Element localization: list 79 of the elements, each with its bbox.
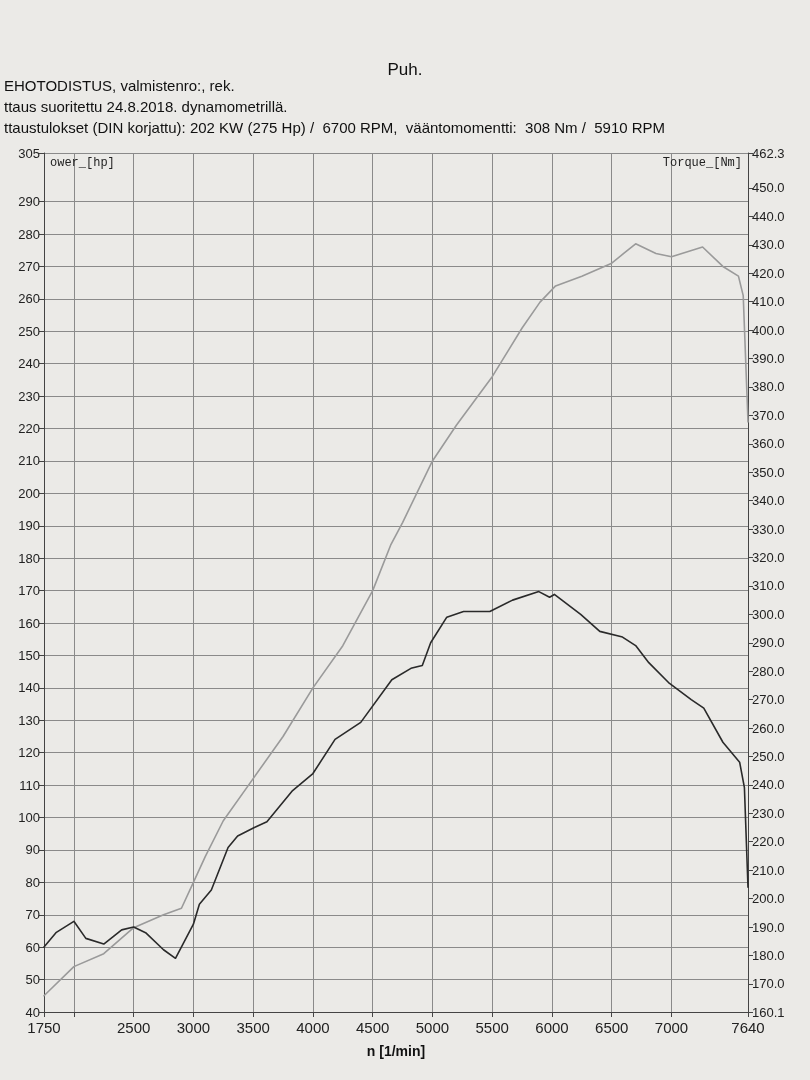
y2-tick-label: 260.0 bbox=[752, 720, 785, 736]
y2-tick-label: 300.0 bbox=[752, 606, 785, 622]
y-tick-label: 60 bbox=[25, 939, 40, 955]
y-tick-label: 80 bbox=[25, 874, 40, 890]
y-tick-label: 120 bbox=[18, 745, 40, 761]
y2-tick-label: 310.0 bbox=[752, 578, 785, 594]
text: EHOTODISTUS, valmistenro:, rek. bbox=[4, 77, 235, 94]
y-tick-label: 170 bbox=[18, 583, 40, 599]
y2-tick-label: 250.0 bbox=[752, 748, 785, 764]
x-tick-label: 3500 bbox=[236, 1019, 270, 1036]
y2-tick-label: 240.0 bbox=[752, 777, 785, 793]
y-tick-label: 210 bbox=[18, 453, 40, 469]
y2-tick-label: 330.0 bbox=[752, 521, 785, 537]
y2-tick-label: 190.0 bbox=[752, 919, 785, 935]
y2-axis-title: Torque_[Nm] bbox=[662, 156, 742, 170]
y2-tick-label: 410.0 bbox=[752, 294, 785, 310]
y-tick-label: 280 bbox=[18, 226, 40, 242]
y2-tick-label: 280.0 bbox=[752, 663, 785, 679]
x-tick-label: 2500 bbox=[116, 1019, 151, 1036]
y-tick-label: 50 bbox=[25, 972, 40, 988]
chart-title: Puh. bbox=[387, 60, 423, 79]
y-tick-label: 290 bbox=[18, 194, 40, 210]
x-tick-label: 5000 bbox=[415, 1019, 450, 1036]
y-tick-label: 270 bbox=[18, 258, 40, 274]
y-tick-label: 240 bbox=[18, 356, 40, 372]
text: ttaus suoritettu 24.8.2018. dynamometrillä. bbox=[4, 98, 288, 115]
y2-tick-label: 270.0 bbox=[752, 692, 785, 708]
x-tick-label: 7000 bbox=[654, 1019, 689, 1036]
y2-tick-label: 180.0 bbox=[752, 947, 785, 963]
y2-tick-label: 360.0 bbox=[752, 436, 785, 452]
y-tick-label: 100 bbox=[18, 810, 40, 826]
y2-tick-label: 210.0 bbox=[752, 862, 785, 878]
y2-tick-label: 340.0 bbox=[752, 493, 785, 509]
x-tick-label: 5500 bbox=[475, 1019, 509, 1036]
y-tick-label: 40 bbox=[25, 1004, 40, 1020]
y2-tick-label: 462.3 bbox=[752, 145, 785, 161]
y-tick-label: 190 bbox=[18, 518, 40, 534]
line-series bbox=[43, 242, 749, 997]
y-tick-label: 90 bbox=[25, 842, 40, 858]
y2-tick-label: 200.0 bbox=[752, 891, 785, 907]
x-tick-label: 4000 bbox=[296, 1019, 330, 1036]
y-tick-label: 220 bbox=[18, 421, 40, 437]
y2-tick-label: 400.0 bbox=[752, 322, 785, 338]
y2-tick-label: 350.0 bbox=[752, 464, 785, 480]
y-tick-label: 70 bbox=[25, 907, 40, 923]
y-tick-label: 130 bbox=[18, 712, 40, 728]
y2-tick-label: 440.0 bbox=[752, 208, 785, 224]
x-tick-label: 1750 bbox=[27, 1019, 61, 1036]
y2-tick-label: 420.0 bbox=[752, 265, 785, 281]
text: ttaustulokset (DIN korjattu): 202 KW (275 Hp) / 6700 RPM, vääntomomentti: 308 Nm / 5910 RPM bbox=[4, 119, 666, 136]
x-tick-label: 4500 bbox=[356, 1019, 390, 1036]
y2-tick-label: 230.0 bbox=[752, 805, 785, 821]
y-tick-label: 140 bbox=[18, 680, 40, 696]
line-series bbox=[43, 590, 749, 960]
y2-tick-label: 430.0 bbox=[752, 237, 785, 253]
x-axis-title: n [1/min] bbox=[366, 1043, 426, 1059]
y2-tick-label: 160.1 bbox=[752, 1004, 785, 1020]
x-tick-label: 3000 bbox=[176, 1019, 211, 1036]
y-tick-label: 230 bbox=[18, 388, 40, 404]
y2-tick-label: 320.0 bbox=[752, 549, 785, 565]
y-tick-label: 250 bbox=[18, 323, 40, 339]
y2-tick-label: 390.0 bbox=[752, 351, 785, 367]
y-tick-label: 110 bbox=[19, 777, 40, 793]
y-tick-label: 180 bbox=[18, 550, 40, 566]
y2-tick-label: 290.0 bbox=[752, 635, 785, 651]
y2-tick-label: 220.0 bbox=[752, 834, 785, 850]
y2-tick-label: 370.0 bbox=[752, 407, 785, 423]
y-tick-label: 200 bbox=[18, 485, 40, 501]
y-tick-label: 160 bbox=[18, 615, 40, 631]
y2-tick-label: 450.0 bbox=[752, 180, 785, 196]
y2-tick-label: 170.0 bbox=[752, 976, 785, 992]
x-tick-label: 6500 bbox=[595, 1019, 629, 1036]
x-tick-label: 7640 bbox=[731, 1019, 765, 1036]
y-tick-label: 305 bbox=[18, 145, 40, 161]
y-tick-label: 150 bbox=[18, 647, 40, 663]
y2-tick-label: 380.0 bbox=[752, 379, 785, 395]
y-axis-title: ower_[hp] bbox=[50, 156, 115, 170]
x-tick-label: 6000 bbox=[535, 1019, 569, 1036]
y-tick-label: 260 bbox=[18, 291, 40, 307]
